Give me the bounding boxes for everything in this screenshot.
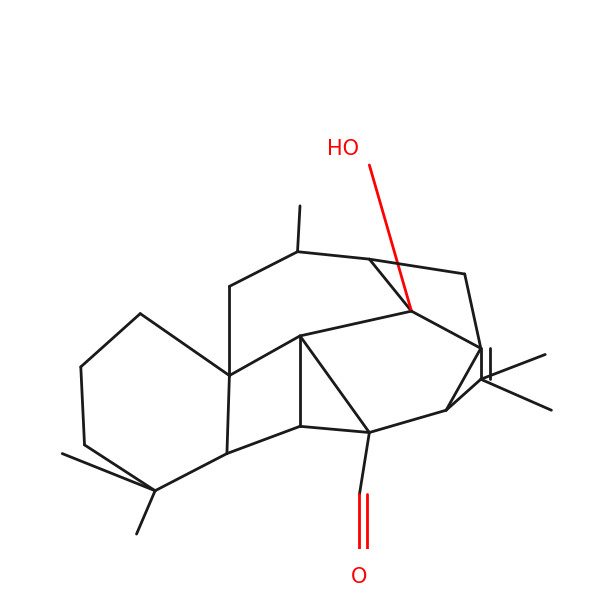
Text: HO: HO <box>328 139 359 158</box>
Text: O: O <box>351 567 368 587</box>
